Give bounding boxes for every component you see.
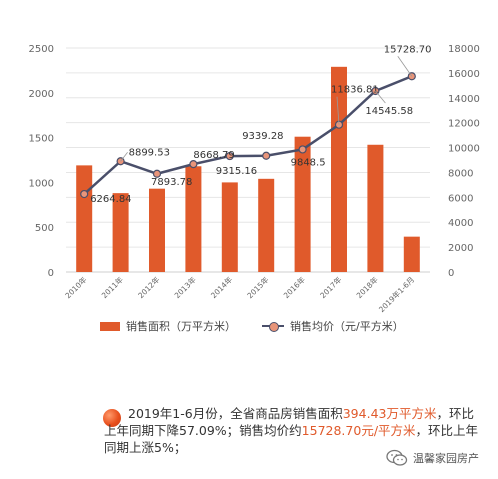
combo-chart: 0200040006000800010000120001400016000180… [29,44,480,314]
data-label: 6264.84 [90,194,131,205]
category-tick-label: 2010年 [63,274,89,300]
right-axis-tick-label: 18000 [448,44,480,55]
left-axis-tick-label: 2500 [29,44,54,55]
bar [185,166,202,272]
wechat-icon [386,449,408,466]
data-label: 9848.5 [291,157,326,168]
right-axis-tick-label: 6000 [448,193,473,204]
data-label: 7893.78 [151,177,192,188]
right-axis-tick-label: 16000 [448,69,480,80]
legend-item-price: 销售均价（元/平方米） [262,318,404,334]
right-axis-tick-label: 14000 [448,94,480,105]
bar [149,188,165,272]
bar [403,236,420,272]
data-label: 11836.81 [331,85,379,96]
category-tick-label: 2018年 [354,274,380,300]
category-tick-label: 2017年 [318,274,344,300]
right-axis-tick-label: 10000 [448,144,480,155]
category-tick-label: 2015年 [245,274,271,300]
data-label: 8668.79 [193,150,234,161]
category-tick-label: 2019年1-6月 [376,274,416,314]
left-axis-tick-label: 1000 [29,178,54,189]
leader-line [120,152,128,162]
legend-bar-swatch [100,321,120,331]
bar [76,165,93,272]
data-label: 9339.28 [242,131,283,142]
category-tick-label: 2012年 [136,274,162,300]
data-label: 9315.16 [216,166,257,177]
legend-bar-label: 销售面积（万平方米） [126,320,236,333]
summary-price: 15728.70元/平方米 [301,423,416,438]
left-axis-tick-label: 0 [48,268,54,279]
category-tick-label: 2011年 [99,274,125,300]
right-axis-tick-label: 4000 [448,218,473,229]
price-point [80,189,89,199]
price-point [262,151,271,160]
bar [367,144,384,272]
bar [112,193,129,272]
summary-part3: ，环比上年同期上涨5%； [104,423,479,455]
right-axis-tick-label: 12000 [448,119,480,130]
summary-part1: 2019年1-6月份，全省商品房销售面积 [128,406,343,421]
watermark-text: 温馨家园房产 [413,452,479,465]
category-tick-label: 2014年 [208,274,234,300]
price-point [152,169,162,178]
data-label: 8899.53 [129,147,170,158]
bullet-dot-icon [103,409,121,427]
category-tick-label: 2016年 [281,274,307,300]
summary-paragraph: 2019年1-6月份，全省商品房销售面积394.43万平方米，环比上年同期下降5… [104,405,484,456]
bar [258,178,275,272]
legend-line-swatch [262,321,284,332]
bar [331,66,347,272]
bar [221,182,238,272]
left-axis-tick-label: 500 [35,223,54,234]
right-axis-tick-label: 8000 [448,168,473,179]
summary-part2: ，环比上年同期下降57.09%；销售均价约 [104,406,474,438]
watermark: 温馨家园房产 [386,449,479,467]
left-axis-tick-label: 1500 [29,134,54,145]
left-axis-tick-label: 2000 [29,89,54,100]
data-label: 15728.70 [384,44,432,55]
summary-area: 394.43万平方米 [342,406,437,421]
right-axis-tick-label: 2000 [448,243,473,254]
price-point [225,151,234,161]
price-line [83,75,413,195]
data-label: 14545.58 [365,106,413,117]
legend-line-label: 销售均价（元/平方米） [290,320,404,333]
price-point [298,145,307,154]
leader-line [375,90,386,104]
chart-legend: 销售面积（万平方米） 销售均价（元/平方米） [100,318,404,334]
price-point [189,160,198,169]
category-tick-label: 2013年 [172,274,198,300]
right-axis-tick-label: 0 [448,268,454,279]
leader-line [397,56,413,77]
leader-line [336,96,340,125]
bar [294,136,311,272]
legend-item-area: 销售面积（万平方米） [100,318,236,334]
